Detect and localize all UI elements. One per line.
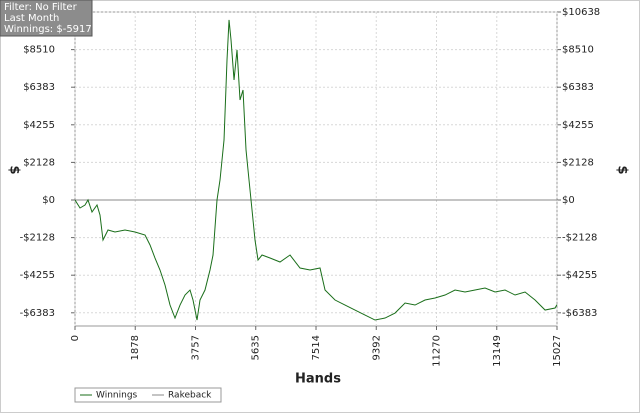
x-tick-label: 9392 bbox=[371, 335, 382, 360]
y-tick-label: -$4255 bbox=[20, 270, 55, 281]
y-tick-label: $8510 bbox=[23, 45, 55, 56]
y2-tick-label: $10638 bbox=[562, 7, 600, 18]
x-tick-label: 13149 bbox=[492, 335, 503, 367]
legend-label: Rakeback bbox=[168, 391, 212, 401]
y-tick-label: $4255 bbox=[23, 120, 55, 131]
legend-label: Winnings bbox=[96, 391, 138, 401]
y2-tick-label: $0 bbox=[562, 195, 575, 206]
info-box bbox=[0, 0, 93, 37]
y2-tick-label: -$2128 bbox=[562, 233, 597, 244]
y-axis-title: $ bbox=[7, 165, 22, 174]
x-tick-label: 0 bbox=[70, 335, 81, 341]
info-text: Filter: No Filter bbox=[4, 2, 78, 13]
y2-tick-label: $2128 bbox=[562, 157, 594, 168]
x-tick-label: 11270 bbox=[431, 335, 442, 367]
y-tick-label: $2128 bbox=[23, 157, 55, 168]
y2-tick-label: $4255 bbox=[562, 120, 594, 131]
y2-tick-label: -$4255 bbox=[562, 270, 597, 281]
x-tick-label: 7514 bbox=[311, 335, 322, 360]
y-tick-label: -$6383 bbox=[20, 308, 55, 319]
y-tick-label: $6383 bbox=[23, 82, 55, 93]
series-line bbox=[74, 19, 558, 321]
y2-tick-label: $6383 bbox=[562, 82, 594, 93]
info-text: Last Month bbox=[4, 13, 59, 24]
x-tick-label: 1878 bbox=[130, 335, 141, 360]
x-tick-label: 5635 bbox=[251, 335, 262, 360]
y-tick-label: $0 bbox=[42, 195, 55, 206]
y2-axis-title: $ bbox=[615, 165, 630, 174]
x-tick-label: 3757 bbox=[191, 335, 202, 360]
y2-tick-label: -$6383 bbox=[562, 308, 597, 319]
legend-box bbox=[74, 387, 222, 403]
x-tick-label: 15027 bbox=[552, 335, 563, 367]
info-text: Winnings: $-5917.25 bbox=[4, 24, 108, 35]
y-tick-label: -$2128 bbox=[20, 233, 55, 244]
x-axis-title: Hands bbox=[295, 372, 341, 387]
y2-tick-label: $8510 bbox=[562, 45, 594, 56]
